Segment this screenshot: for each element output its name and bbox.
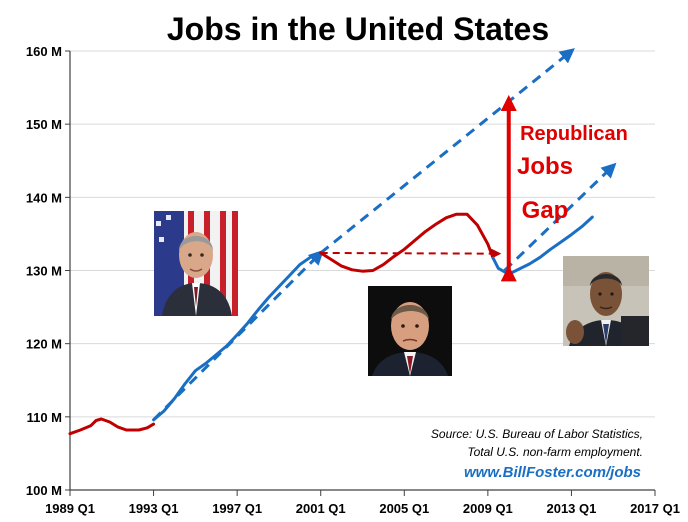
x-tick-label-3: 2001 Q1	[296, 501, 346, 516]
y-tick-label-3: 130 M	[26, 264, 62, 279]
y-tick-label-0: 100 M	[26, 483, 62, 498]
x-axis-ticks: 1989 Q1 1993 Q1 1997 Q1 2001 Q1 2005 Q1 2009 …	[45, 490, 680, 516]
trend-arrow-1	[319, 48, 575, 255]
y-tick-label-2: 120 M	[26, 337, 62, 352]
gap-label-line-2: Jobs	[517, 153, 573, 180]
x-tick-label-2: 1997 Q1	[212, 501, 262, 516]
gap-label: Republican Jobs Gap	[517, 123, 628, 224]
series-line-1	[152, 251, 323, 422]
y-tick-label-5: 150 M	[26, 117, 62, 132]
x-tick-label-5: 2009 Q1	[463, 501, 513, 516]
chart-title: Jobs in the United States	[167, 11, 549, 47]
gap-label-line-3: Gap	[522, 197, 569, 224]
source-line-2: Total U.S. non-farm employment.	[467, 445, 643, 459]
y-tick-label-1: 110 M	[27, 410, 62, 425]
portrait-obama-photo	[563, 256, 649, 346]
x-tick-label-4: 2005 Q1	[379, 501, 429, 516]
source-url: www.BillFoster.com/jobs	[464, 464, 641, 481]
series-lines	[68, 212, 594, 436]
trend-arrow-3	[503, 162, 617, 272]
y-tick-label-6: 160 M	[26, 44, 62, 59]
source-line-1: Source: U.S. Bureau of Labor Statistics,	[431, 427, 643, 441]
x-tick-label-0: 1989 Q1	[45, 501, 95, 516]
trend-arrows	[152, 48, 617, 421]
series-line-0	[68, 417, 156, 436]
x-tick-label-1: 1993 Q1	[129, 501, 179, 516]
trend-arrow-0	[152, 249, 324, 421]
trend-arrow-2	[320, 248, 502, 259]
source-note: Source: U.S. Bureau of Labor Statistics,…	[431, 427, 643, 481]
x-tick-label-6: 2013 Q1	[546, 501, 596, 516]
portrait-clinton-photo	[154, 211, 238, 316]
gap-label-line-1: Republican	[520, 123, 628, 145]
y-tick-label-4: 140 M	[26, 190, 62, 205]
series-line-2	[319, 212, 495, 273]
x-tick-label-7: 2017 Q1	[630, 501, 680, 516]
portrait-bush-photo	[368, 286, 452, 376]
y-axis-ticks: 100 M 110 M 120 M 130 M 140 M 150 M 160 M	[26, 44, 70, 498]
